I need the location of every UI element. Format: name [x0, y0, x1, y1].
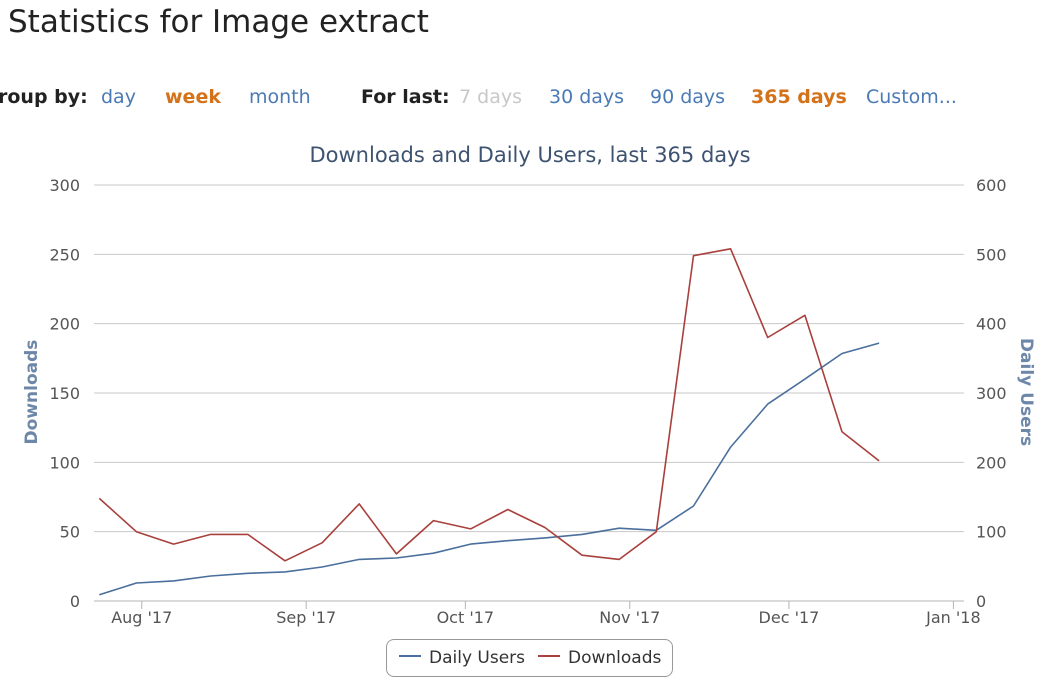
legend-label-downloads: Downloads — [568, 648, 662, 668]
chart-grid — [94, 184, 964, 602]
left-tick-label: 300 — [49, 176, 80, 195]
right-tick-label: 300 — [976, 384, 1007, 403]
right-tick-label: 600 — [976, 176, 1007, 195]
left-tick-label: 250 — [49, 245, 80, 264]
right-tick-label: 100 — [976, 523, 1007, 542]
downloads-users-chart: Downloads and Daily Users, last 365 days… — [22, 143, 1036, 627]
left-tick-label: 150 — [49, 384, 80, 403]
page-title: Statistics for Image extract — [8, 4, 429, 40]
right-axis-ticks: 0 100 200 300 400 500 600 — [976, 176, 1007, 611]
left-tick-label: 0 — [70, 592, 80, 611]
x-axis: Aug '17 Sep '17 Oct '17 Nov '17 Dec '17 Jan '… — [111, 601, 981, 627]
chart-controls: roup by: day week month For last: 7 days… — [0, 86, 1063, 114]
legend-item-daily-users[interactable]: Daily Users — [399, 648, 525, 668]
series-line-daily-users — [99, 342, 880, 596]
series-line-downloads — [98, 248, 880, 562]
right-tick-label: 200 — [976, 453, 1007, 472]
chart-title: Downloads and Daily Users, last 365 days — [309, 143, 750, 167]
range-custom-link[interactable]: Custom... — [866, 86, 957, 108]
range-30-days-link[interactable]: 30 days — [549, 86, 625, 108]
range-90-days-link[interactable]: 90 days — [650, 86, 726, 108]
downloads-swatch — [538, 655, 560, 657]
left-axis-title: Downloads — [22, 340, 42, 445]
left-tick-label: 100 — [49, 453, 80, 472]
right-tick-label: 0 — [976, 592, 986, 611]
group-by-week-link[interactable]: week — [165, 86, 221, 108]
for-last-label: For last: — [361, 86, 450, 108]
legend-label-daily-users: Daily Users — [429, 648, 526, 668]
series-layer — [98, 248, 880, 596]
x-tick-label: Jan '18 — [925, 608, 981, 627]
x-tick-label: Sep '17 — [276, 608, 336, 627]
daily-users-swatch — [399, 655, 421, 657]
group-by-month-link[interactable]: month — [249, 86, 311, 108]
left-tick-label: 200 — [49, 315, 80, 334]
x-tick-label: Nov '17 — [599, 608, 660, 627]
group-by-day-link[interactable]: day — [101, 86, 136, 108]
left-axis-ticks: 0 50 100 150 200 250 300 — [49, 176, 80, 611]
range-365-days-link[interactable]: 365 days — [751, 86, 847, 108]
right-tick-label: 400 — [976, 315, 1007, 334]
right-axis-title: Daily Users — [1016, 338, 1036, 446]
range-7-days-link[interactable]: 7 days — [459, 86, 522, 108]
legend-item-downloads[interactable]: Downloads — [538, 648, 661, 668]
left-tick-label: 50 — [60, 523, 80, 542]
right-tick-label: 500 — [976, 245, 1007, 264]
x-tick-label: Aug '17 — [111, 608, 172, 627]
group-by-label: roup by: — [0, 86, 88, 108]
x-tick-label: Dec '17 — [759, 608, 820, 627]
x-tick-label: Oct '17 — [437, 608, 495, 627]
chart-legend: Daily Users Downloads — [386, 639, 673, 677]
